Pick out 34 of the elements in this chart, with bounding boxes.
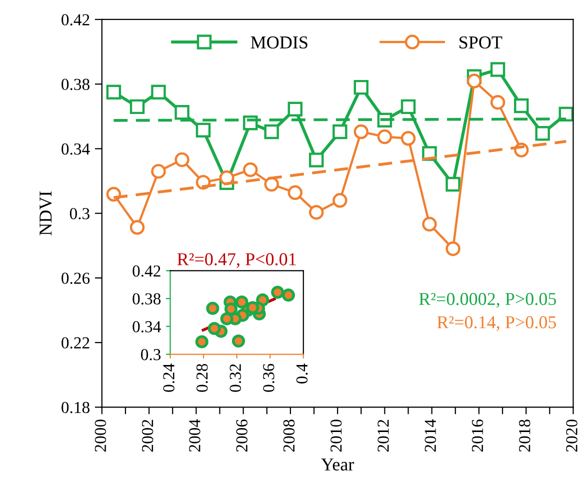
x-tick-label: 2020 xyxy=(566,420,578,452)
y-tick-label: 0.34 xyxy=(132,321,161,332)
y-tick-label: 0.42 xyxy=(62,14,90,26)
y-tick-label: 0.18 xyxy=(62,402,90,414)
x-tick-label: 2018 xyxy=(519,420,530,452)
legend-label: SPOT xyxy=(460,36,502,49)
x-tick-label: 2006 xyxy=(236,419,248,452)
y-axis-title: NDVI xyxy=(40,191,52,236)
x-tick-label: 2000 xyxy=(94,420,106,452)
chart-title: R²=0.47, P<0.01 xyxy=(177,253,296,268)
y-tick-label: 0.34 xyxy=(62,143,90,155)
x-tick-label: 0.36 xyxy=(263,364,274,392)
x-tick-label: 0.24 xyxy=(163,364,174,392)
y-tick-label: 0.42 xyxy=(132,265,160,277)
y-tick-label: 0.22 xyxy=(62,337,90,349)
x-tick-label: 2014 xyxy=(424,419,436,452)
x-tick-label: 0.4 xyxy=(296,364,308,384)
x-tick-label: 2012 xyxy=(378,420,389,452)
y-tick-label: 0.26 xyxy=(62,272,90,284)
x-tick-label: 2008 xyxy=(283,420,295,452)
annotation: R²=0.14, P>0.05 xyxy=(437,316,556,331)
x-axis-title: Year xyxy=(321,458,354,471)
x-tick-label: 2010 xyxy=(330,420,342,452)
x-tick-label: 2016 xyxy=(472,419,484,452)
y-tick-label: 0.3 xyxy=(70,208,90,220)
x-tick-label: 0.28 xyxy=(196,364,208,392)
annotation: R²=0.0002, P>0.05 xyxy=(419,292,556,308)
y-tick-label: 0.3 xyxy=(141,348,161,360)
legend-label: MODIS xyxy=(250,36,308,49)
y-tick-label: 0.38 xyxy=(132,293,161,305)
x-tick-label: 0.32 xyxy=(230,364,242,392)
y-tick-label: 0.38 xyxy=(62,78,90,90)
x-tick-label: 2004 xyxy=(189,419,200,452)
x-tick-label: 2002 xyxy=(142,420,154,452)
